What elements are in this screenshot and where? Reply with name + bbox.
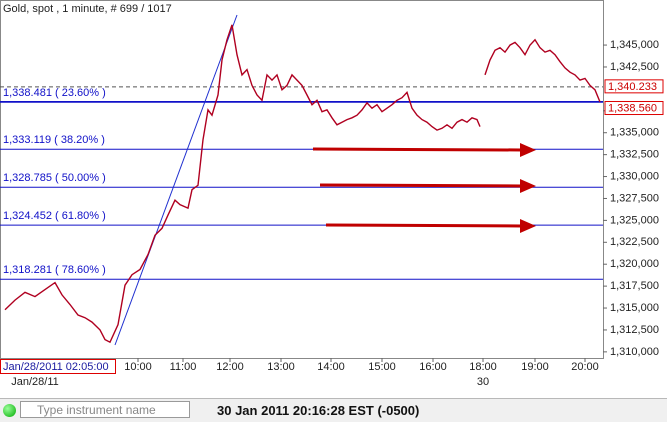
arrow-head (520, 219, 536, 233)
price-marker-box (604, 79, 664, 94)
y-tick-label: 1,342,500 (610, 61, 659, 73)
trend-line (114, 14, 238, 346)
y-tick-label: 1,322,500 (610, 236, 659, 248)
arrow (325, 223, 523, 228)
price-marker-label: 1,338.560 (608, 102, 657, 114)
connection-indicator (3, 404, 16, 417)
x-tick-label: 16:00 (419, 361, 447, 373)
status-time: 30 Jan 2011 20:16:28 EST (-0500) (217, 403, 420, 418)
y-tick-label: 1,317,500 (610, 280, 659, 292)
y-tick-label: 1,315,000 (610, 302, 659, 314)
arrow (319, 183, 523, 188)
x-tick-label: 10:00 (124, 361, 152, 373)
y-tick-label: 1,320,000 (610, 258, 659, 270)
arrow-head (520, 143, 536, 157)
y-tick-label: 1,312,500 (610, 324, 659, 336)
y-tick-label: 1,325,000 (610, 214, 659, 226)
search-box[interactable]: Type instrument name (20, 401, 190, 418)
arrow (312, 147, 523, 152)
x-tick-label: 11:00 (170, 361, 197, 373)
fib-level-label: 1,338.481 ( 23.60% ) (3, 87, 106, 99)
fib-level-label: 1,333.119 ( 38.20% ) (3, 134, 105, 146)
y-tick-label: 1,330,000 (610, 170, 659, 182)
plot-frame (0, 0, 604, 359)
toolbar: Type instrument name 30 Jan 2011 20:16:2… (0, 398, 667, 422)
date-tick-label: Jan/28/11 (11, 376, 59, 388)
arrows (312, 143, 536, 233)
x-tick-label: 19:00 (521, 361, 549, 373)
x-tick-label: 12:00 (216, 361, 244, 373)
y-tick-label: 1,332,500 (610, 149, 659, 161)
fib-level-label: 1,328.785 ( 50.00% ) (3, 172, 106, 184)
y-tick-label: 1,327,500 (610, 192, 659, 204)
x-tick-label: 20:00 (571, 361, 599, 373)
y-tick-label: 1,335,000 (610, 127, 659, 139)
arrow-head (520, 179, 536, 193)
search-placeholder: Type instrument name (37, 403, 156, 417)
price-line-series (4, 24, 601, 344)
cursor-box (0, 359, 116, 374)
x-tick-label: 14:00 (317, 361, 345, 373)
chart-title: Gold, spot , 1 minute, # 699 / 1017 (3, 3, 172, 15)
cursor-label: Jan/28/2011 02:05:00 (3, 361, 109, 373)
price-marker-box (604, 101, 664, 116)
x-tick-label: 18:00 (469, 361, 497, 373)
y-tick-label: 1,310,000 (610, 346, 659, 358)
price-marker-label: 1,340.233 (608, 81, 657, 93)
date-tick-label: 30 (477, 376, 489, 388)
y-tick-label: 1,345,000 (610, 39, 659, 51)
fib-level-label: 1,318.281 ( 78.60% ) (3, 264, 106, 276)
x-tick-label: 15:00 (368, 361, 396, 373)
chart: Gold, spot , 1 minute, # 699 / 1017 Jan/… (0, 0, 664, 388)
x-tick-label: 13:00 (267, 361, 295, 373)
fib-level-label: 1,324.452 ( 61.80% ) (3, 210, 106, 222)
